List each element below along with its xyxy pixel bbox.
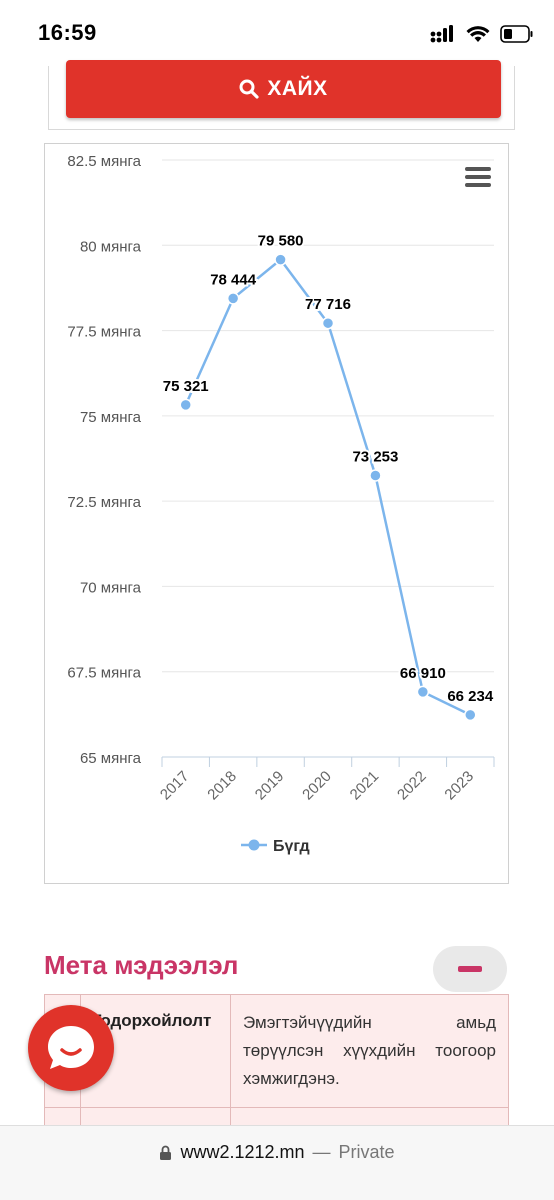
data-label: 66 910 (400, 665, 446, 682)
y-tick-label: 82.5 мянга (67, 153, 141, 170)
legend-label: Бүгд (273, 838, 310, 855)
x-tick-label: 2022 (394, 768, 430, 804)
status-bar: 16:59 (0, 0, 554, 66)
chart-menu-icon[interactable] (463, 164, 493, 190)
x-tick-label: 2023 (441, 768, 477, 804)
panel-border-left (48, 66, 49, 130)
url-separator: — (312, 1142, 331, 1162)
data-label: 77 716 (305, 296, 351, 313)
data-point (416, 685, 430, 699)
legend-marker (248, 839, 260, 851)
y-tick-label: 67.5 мянга (67, 665, 141, 682)
data-label: 75 321 (163, 378, 209, 395)
collapse-button[interactable] (433, 946, 507, 992)
meta-description: Эмэгтэйчүүдийн амьд төрүүлсэн хүүхдийн т… (230, 994, 509, 1108)
data-label: 73 253 (352, 448, 398, 465)
minus-icon (458, 966, 482, 972)
status-icons (430, 20, 534, 48)
table-row: Тодорхойлолт Эмэгтэйчүүдийн амьд төрүүлс… (44, 994, 509, 1108)
data-point (179, 398, 192, 412)
battery-icon (500, 25, 533, 43)
lock-icon (160, 1145, 172, 1160)
private-mode-label: Private (338, 1142, 395, 1162)
search-icon (239, 79, 259, 99)
y-tick-label: 77.5 мянга (67, 324, 141, 341)
chart-card: 82.5 мянга 80 мянга 77.5 мянга 75 мянга 72.5… (44, 143, 509, 884)
line-chart: 82.5 мянга 80 мянга 77.5 мянга 75 мянга 72.5… (67, 153, 495, 855)
cellular-signal-icon (430, 25, 453, 43)
search-button[interactable]: ХАЙХ (66, 60, 501, 118)
y-tick-label: 72.5 мянга (67, 494, 141, 511)
x-tick-label: 2020 (299, 768, 335, 804)
data-label: 66 234 (447, 688, 494, 705)
chat-bubble-icon (48, 1026, 94, 1069)
data-label: 78 444 (210, 271, 257, 288)
x-tick-label: 2019 (252, 768, 288, 804)
data-label: 79 580 (258, 233, 304, 250)
y-tick-label: 75 мянга (80, 409, 142, 426)
y-tick-label: 70 мянга (80, 579, 142, 596)
data-point (226, 292, 240, 305)
search-button-label: ХАЙХ (267, 77, 328, 100)
chat-button[interactable] (28, 1005, 114, 1091)
url-domain: www2.1212.mn (180, 1142, 305, 1162)
wifi-icon (466, 26, 490, 42)
status-time: 16:59 (38, 20, 97, 45)
panel-border-bottom (48, 129, 515, 130)
y-tick-label: 80 мянга (80, 238, 142, 255)
browser-url-bar[interactable]: www2.1212.mn — Private (0, 1125, 554, 1200)
x-tick-label: 2018 (204, 768, 240, 804)
data-point (369, 469, 382, 482)
data-point (274, 253, 287, 266)
panel-border-right (514, 66, 515, 130)
data-point (321, 316, 335, 330)
y-tick-label: 65 мянга (80, 750, 142, 767)
meta-section-title: Мета мэдээлэл (44, 950, 239, 980)
data-point (464, 708, 477, 722)
x-tick-label: 2021 (347, 768, 383, 804)
x-tick-label: 2017 (157, 768, 193, 804)
